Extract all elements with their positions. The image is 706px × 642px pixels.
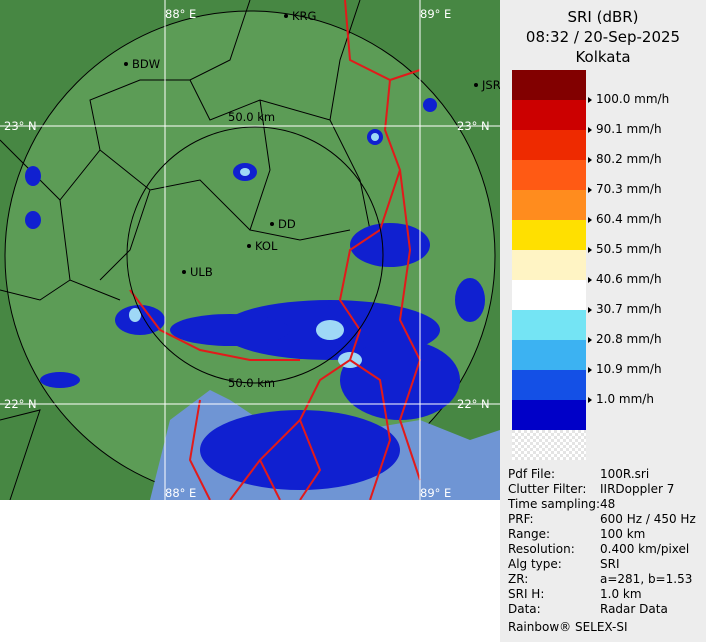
info-key: Range:	[508, 527, 551, 541]
info-key: Data:	[508, 602, 541, 616]
color-band	[512, 400, 586, 430]
info-value: a=281, b=1.53	[600, 572, 693, 586]
legend-title: SRI (dBR)	[567, 8, 639, 26]
city-label: ULB	[190, 265, 213, 279]
info-value: 600 Hz / 450 Hz	[600, 512, 696, 526]
level-label: 70.3 mm/h	[596, 182, 662, 196]
info-key: Resolution:	[508, 542, 575, 556]
info-key: Time sampling:	[508, 497, 601, 511]
city-label: JSR	[481, 78, 500, 92]
city-label: BDW	[132, 57, 160, 71]
city-dot	[182, 270, 186, 274]
grid-label: 88° E	[165, 7, 196, 21]
color-band	[512, 220, 586, 250]
color-band	[512, 370, 586, 400]
info-value: 48	[600, 497, 616, 511]
color-band	[512, 160, 586, 190]
level-arrow	[588, 337, 592, 343]
info-row: Range: 100 km	[508, 527, 645, 541]
level-arrow	[588, 97, 592, 103]
info-key: Pdf File:	[508, 467, 556, 481]
city-dot	[247, 244, 251, 248]
grid-label: 23° N	[457, 119, 490, 133]
level-arrow	[588, 157, 592, 163]
color-band	[512, 310, 586, 340]
info-row: Data: Radar Data	[508, 602, 668, 616]
level-label: 50.5 mm/h	[596, 242, 662, 256]
info-value: IIRDoppler 7	[600, 482, 675, 496]
info-value: 1.0 km	[600, 587, 642, 601]
grid-label: 89° E	[420, 486, 451, 500]
city-label: KRG	[292, 9, 316, 23]
city-dot	[124, 62, 128, 66]
level-arrow	[588, 277, 592, 283]
legend-time: 08:32 / 20-Sep-2025	[525, 28, 681, 46]
info-row: PRF: 600 Hz / 450 Hz	[508, 512, 696, 526]
info-key: SRI H:	[508, 587, 545, 601]
color-band	[512, 280, 586, 310]
level-arrow	[588, 247, 592, 253]
info-row: Time sampling: 48	[508, 497, 615, 511]
color-band	[512, 100, 586, 130]
level-label: 100.0 mm/h	[596, 92, 670, 106]
info-row: Clutter Filter: IIRDoppler 7	[508, 482, 674, 496]
level-arrow	[588, 187, 592, 193]
top-band	[512, 70, 586, 100]
color-band	[512, 130, 586, 160]
grid-label: 22° N	[457, 397, 490, 411]
grid-label: 88° E	[165, 486, 196, 500]
legend-panel: SRI (dBR) 08:32 / 20-Sep-2025 Kolkata 10…	[500, 0, 706, 642]
level-arrow	[588, 397, 592, 403]
color-band	[512, 250, 586, 280]
city-label: DD	[278, 217, 296, 231]
level-label: 10.9 mm/h	[596, 362, 662, 376]
grid-label: 22° N	[4, 397, 37, 411]
grid-label: 89° E	[420, 7, 451, 21]
info-key: Alg type:	[508, 557, 562, 571]
level-label: 60.4 mm/h	[596, 212, 662, 226]
color-band	[512, 340, 586, 370]
level-arrow	[588, 217, 592, 223]
info-value: 100R.sri	[600, 467, 650, 481]
level-label: 40.6 mm/h	[596, 272, 662, 286]
color-band	[512, 190, 586, 220]
info-key: Clutter Filter:	[508, 482, 587, 496]
city-dot	[474, 83, 478, 87]
info-key: PRF:	[508, 512, 534, 526]
legend-site: Kolkata	[575, 48, 631, 66]
footer: Rainbow® SELEX-SI	[508, 620, 628, 634]
city-label: KOL	[255, 239, 278, 253]
range-label: 50.0 km	[228, 376, 275, 390]
level-arrow	[588, 367, 592, 373]
info-value: 100 km	[600, 527, 646, 541]
info-row: Pdf File: 100R.sri	[508, 467, 649, 481]
level-label: 1.0 mm/h	[596, 392, 654, 406]
level-label: 20.8 mm/h	[596, 332, 662, 346]
level-label: 30.7 mm/h	[596, 302, 662, 316]
info-row: ZR: a=281, b=1.53	[508, 572, 692, 586]
info-value: 0.400 km/pixel	[600, 542, 690, 556]
city-dot	[270, 222, 274, 226]
info-value: SRI	[600, 557, 620, 571]
level-arrow	[588, 127, 592, 133]
info-row: SRI H: 1.0 km	[508, 587, 642, 601]
level-label: 80.2 mm/h	[596, 152, 662, 166]
info-key: ZR:	[508, 572, 529, 586]
city-dot	[284, 14, 288, 18]
info-row: Alg type: SRI	[508, 557, 620, 571]
info-row: Resolution: 0.400 km/pixel	[508, 542, 689, 556]
info-value: Radar Data	[600, 602, 668, 616]
range-label: 50.0 km	[228, 110, 275, 124]
level-arrow	[588, 307, 592, 313]
radar-map: 88° E 89° E 88° E 89° E 23° N 23° N 22° N 22° N…	[0, 0, 500, 500]
grid-label: 23° N	[4, 119, 37, 133]
level-label: 90.1 mm/h	[596, 122, 662, 136]
